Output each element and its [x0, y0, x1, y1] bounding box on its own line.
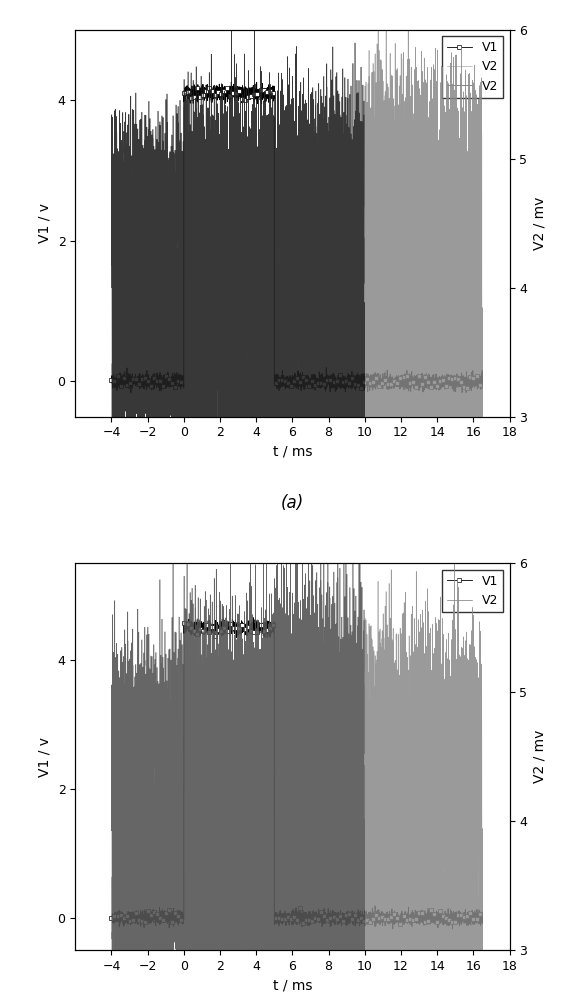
V1 [413, 370, 420, 382]
V1 [479, 378, 486, 390]
Y-axis label: V2 / mv: V2 / mv [533, 730, 547, 783]
Legend: V1, V2: V1, V2 [442, 570, 503, 612]
Y-axis label: V1 / v: V1 / v [38, 737, 52, 777]
Y-axis label: V2 / mv: V2 / mv [533, 197, 547, 250]
V2 [460, 417, 467, 429]
V1 [108, 374, 115, 386]
V1 [175, 368, 182, 380]
V2 [386, 205, 393, 217]
V1 [108, 912, 115, 924]
Legend: V1, V2, V2: V1, V2, V2 [442, 36, 503, 98]
V1 [228, 76, 234, 88]
V2 [479, 797, 486, 809]
V2 [433, 348, 439, 360]
V1 [413, 909, 420, 921]
V1 [479, 918, 486, 930]
V2 [361, 279, 368, 291]
Line: V2: V2 [365, 25, 482, 803]
X-axis label: t / ms: t / ms [273, 445, 312, 459]
V1 [331, 917, 338, 929]
V1 [250, 620, 256, 632]
V1 [385, 383, 392, 395]
V1 [389, 923, 396, 935]
V1 [385, 913, 392, 925]
Text: (a): (a) [281, 494, 304, 512]
V1 [250, 85, 257, 97]
V1 [250, 612, 257, 624]
X-axis label: t / ms: t / ms [273, 978, 312, 992]
V1 [331, 382, 338, 394]
V2 [449, 109, 456, 121]
Line: V1: V1 [109, 80, 485, 395]
V1 [175, 914, 182, 926]
V1 [127, 387, 134, 399]
V2 [475, 236, 482, 248]
Line: V1: V1 [109, 616, 485, 931]
V2 [375, 19, 382, 31]
V2 [379, 222, 386, 234]
Y-axis label: V1 / v: V1 / v [38, 203, 52, 243]
V1 [349, 372, 356, 384]
V1 [349, 906, 356, 918]
